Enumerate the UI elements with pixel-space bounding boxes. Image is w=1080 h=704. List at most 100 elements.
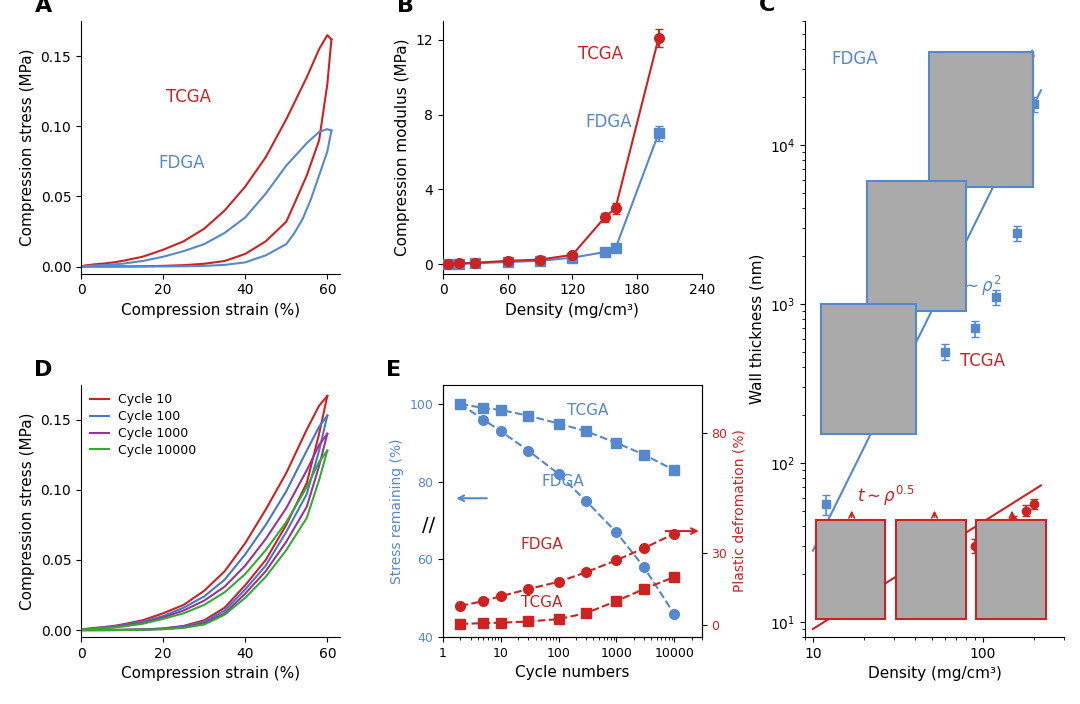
Line: Cycle 10: Cycle 10	[81, 396, 327, 630]
Cycle 1000	[259, 535, 272, 543]
Cycle 1000	[75, 626, 87, 634]
FancyBboxPatch shape	[867, 182, 966, 310]
Text: C: C	[758, 0, 775, 15]
Text: TCGA: TCGA	[578, 45, 622, 63]
Cycle 1000	[157, 613, 170, 622]
Y-axis label: Compression modulus (MPa): Compression modulus (MPa)	[395, 39, 410, 256]
Text: $t\sim\rho^{0.5}$: $t\sim\rho^{0.5}$	[856, 484, 915, 508]
Text: D: D	[35, 360, 53, 379]
Text: TCGA: TCGA	[960, 352, 1005, 370]
X-axis label: Cycle numbers: Cycle numbers	[515, 665, 630, 680]
Y-axis label: Compression stress (MPa): Compression stress (MPa)	[19, 49, 35, 246]
Text: E: E	[387, 360, 402, 379]
Cycle 10	[86, 624, 99, 632]
Cycle 10	[75, 626, 87, 634]
Cycle 100	[116, 621, 129, 629]
X-axis label: Compression strain (%): Compression strain (%)	[121, 667, 300, 681]
Cycle 10	[107, 622, 120, 630]
Cycle 100	[136, 617, 149, 626]
Cycle 100	[280, 487, 293, 496]
Cycle 1000	[321, 429, 334, 438]
X-axis label: Density (mg/cm³): Density (mg/cm³)	[867, 667, 1001, 681]
Cycle 1000	[280, 504, 293, 513]
Y-axis label: Compression stress (MPa): Compression stress (MPa)	[19, 412, 35, 610]
Text: A: A	[35, 0, 52, 16]
Cycle 10000	[239, 570, 252, 578]
Cycle 10000	[107, 623, 120, 631]
Cycle 10	[312, 401, 325, 410]
Cycle 100	[321, 411, 334, 420]
FancyBboxPatch shape	[815, 520, 886, 619]
Cycle 100	[218, 575, 231, 584]
Cycle 10000	[95, 624, 108, 632]
Text: $t\sim\rho^2$: $t\sim\rho^2$	[955, 274, 1002, 298]
Cycle 100	[86, 624, 99, 633]
Cycle 10000	[321, 446, 334, 455]
Cycle 100	[157, 612, 170, 620]
Cycle 10	[259, 505, 272, 514]
Text: FDGA: FDGA	[521, 536, 564, 552]
Y-axis label: Wall thickness (nm): Wall thickness (nm)	[750, 254, 765, 404]
Text: TCGA: TCGA	[521, 595, 562, 610]
Line: Cycle 10000: Cycle 10000	[81, 451, 327, 630]
Cycle 100	[79, 625, 92, 634]
Cycle 100	[259, 521, 272, 529]
Cycle 10000	[280, 518, 293, 527]
Cycle 10000	[75, 626, 87, 634]
Text: FDGA: FDGA	[541, 474, 584, 489]
Cycle 100	[198, 592, 211, 601]
Cycle 1000	[79, 625, 92, 634]
Cycle 100	[75, 626, 87, 634]
Text: //: //	[422, 516, 435, 535]
Cycle 100	[107, 622, 120, 631]
Cycle 10000	[198, 601, 211, 609]
Cycle 10	[95, 623, 108, 631]
Cycle 10000	[116, 622, 129, 631]
Text: TCGA: TCGA	[567, 403, 609, 418]
Cycle 10	[79, 624, 92, 633]
Cycle 10	[116, 620, 129, 629]
Cycle 100	[177, 603, 190, 612]
Cycle 100	[300, 446, 313, 455]
FancyBboxPatch shape	[976, 520, 1045, 619]
Cycle 10	[136, 616, 149, 624]
Cycle 1000	[198, 596, 211, 605]
Cycle 10000	[300, 483, 313, 491]
Cycle 10000	[86, 624, 99, 633]
Cycle 10	[280, 469, 293, 477]
Cycle 1000	[95, 624, 108, 632]
Cycle 1000	[116, 622, 129, 630]
Text: FDGA: FDGA	[159, 153, 205, 172]
Legend: Cycle 10, Cycle 100, Cycle 1000, Cycle 10000: Cycle 10, Cycle 100, Cycle 1000, Cycle 1…	[87, 391, 199, 459]
X-axis label: Density (mg/cm³): Density (mg/cm³)	[505, 303, 639, 318]
Text: FDGA: FDGA	[831, 50, 878, 68]
Cycle 10000	[177, 609, 190, 617]
Cycle 1000	[300, 466, 313, 474]
Cycle 10	[177, 601, 190, 609]
Cycle 1000	[107, 623, 120, 631]
Cycle 10	[239, 539, 252, 548]
Text: TCGA: TCGA	[166, 88, 212, 106]
Cycle 10000	[136, 620, 149, 628]
Cycle 10	[321, 391, 334, 400]
Cycle 1000	[239, 561, 252, 570]
X-axis label: Compression strain (%): Compression strain (%)	[121, 303, 300, 318]
Cycle 10	[218, 567, 231, 575]
FancyBboxPatch shape	[895, 520, 966, 619]
Cycle 100	[312, 422, 325, 431]
Cycle 1000	[177, 606, 190, 615]
Cycle 10	[300, 425, 313, 434]
Cycle 10000	[312, 458, 325, 466]
Cycle 10	[157, 609, 170, 617]
FancyBboxPatch shape	[929, 52, 1032, 187]
Cycle 100	[239, 550, 252, 558]
Y-axis label: Stress remaining (%): Stress remaining (%)	[390, 438, 404, 584]
Y-axis label: Plastic defromation (%): Plastic defromation (%)	[733, 429, 747, 592]
Cycle 10000	[157, 615, 170, 623]
Cycle 1000	[86, 624, 99, 633]
Text: FDGA: FDGA	[585, 113, 632, 131]
FancyBboxPatch shape	[821, 304, 917, 434]
Cycle 1000	[136, 619, 149, 627]
Cycle 10000	[259, 546, 272, 554]
Cycle 10000	[79, 625, 92, 634]
